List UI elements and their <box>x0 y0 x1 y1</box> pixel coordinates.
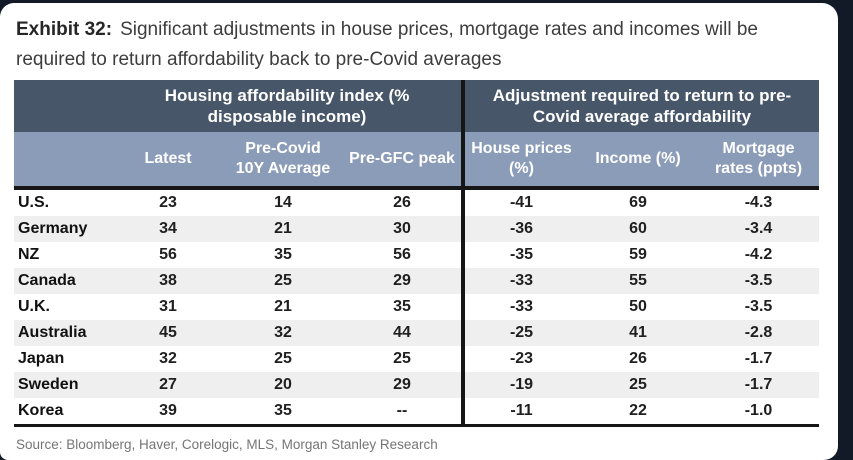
value-cell: 55 <box>629 272 647 289</box>
value-cell: 27 <box>159 376 177 393</box>
value-cell: -2.8 <box>744 324 773 341</box>
value-cell: 39 <box>159 402 177 419</box>
value-cell: 35 <box>274 246 292 263</box>
value-cell: -41 <box>461 188 578 216</box>
value-cell: 30 <box>393 220 411 237</box>
col-header-mortgage-rates: Mortgage rates (ppts) <box>698 132 820 190</box>
source-note: Source: Bloomberg, Haver, Corelogic, MLS… <box>16 437 438 452</box>
value-cell: 60 <box>629 220 647 237</box>
group-header-adjustment-required: Adjustment required to return to pre-Cov… <box>460 80 820 132</box>
value-cell: 26 <box>393 194 411 211</box>
value-cell: 35 <box>393 298 411 315</box>
value-cell: 21 <box>274 298 292 315</box>
value-cell: 14 <box>274 194 292 211</box>
value-cell: -11 <box>461 398 578 426</box>
value-cell: -4.3 <box>744 194 773 211</box>
table-row: Japan 32 25 25 -23 26 -1.7 <box>14 346 819 372</box>
value-cell: 35 <box>274 402 292 419</box>
value-cell: 69 <box>629 194 647 211</box>
value-cell: 29 <box>393 376 411 393</box>
value-cell: -3.5 <box>744 272 773 289</box>
value-cell: -4.2 <box>744 246 773 263</box>
table-row: Australia 45 32 44 -25 41 -2.8 <box>14 320 820 346</box>
value-cell: 23 <box>159 194 177 211</box>
value-cell: 32 <box>159 350 177 367</box>
table-row: U.S. 23 14 26 -41 69 -4.3 <box>14 188 819 216</box>
group-header-row: Housing affordability index (% disposabl… <box>14 80 820 132</box>
value-cell: 22 <box>629 402 647 419</box>
country-cell: U.S. <box>18 194 50 211</box>
value-cell: 29 <box>393 272 411 289</box>
country-cell: Sweden <box>18 376 79 393</box>
value-cell: 25 <box>393 350 411 367</box>
value-cell: 31 <box>159 298 177 315</box>
value-cell: -1.7 <box>744 350 773 367</box>
country-column-header <box>14 80 113 132</box>
value-cell: 26 <box>629 350 647 367</box>
col-header-income: Income (%) <box>578 132 698 190</box>
value-cell: 56 <box>393 246 411 263</box>
col-header-latest: Latest <box>113 132 223 190</box>
col-header-house-prices: House prices (%) <box>461 132 578 190</box>
value-cell: 20 <box>274 376 292 393</box>
table-row: Germany 34 21 30 -36 60 -3.4 <box>14 216 820 242</box>
value-cell: 21 <box>274 220 292 237</box>
table-row: U.K. 31 21 35 -33 50 -3.5 <box>14 294 819 320</box>
value-cell: 25 <box>629 376 647 393</box>
table-body: U.S. 23 14 26 -41 69 -4.3 Germany 34 21 30 -36 60 -3.… <box>14 188 820 426</box>
value-cell: 59 <box>629 246 647 263</box>
country-cell: Canada <box>18 272 76 289</box>
column-header-row: Latest Pre-Covid 10Y Average Pre-GFC pea… <box>14 132 820 190</box>
col-header-precovid-10y-average: Pre-Covid 10Y Average <box>223 132 343 190</box>
col-header-pregfc-peak: Pre-GFC peak <box>343 132 463 190</box>
value-cell: -33 <box>461 268 578 294</box>
exhibit-title-text: Significant adjustments in house prices,… <box>16 19 758 70</box>
table-row: NZ 56 35 56 -35 59 -4.2 <box>14 242 819 268</box>
table-header: Housing affordability index (% disposabl… <box>14 80 820 190</box>
value-cell: -35 <box>461 242 578 268</box>
exhibit-title: Exhibit 32: Significant adjustments in ho… <box>0 3 838 77</box>
value-cell: -3.4 <box>744 220 773 237</box>
value-cell: 25 <box>274 272 292 289</box>
exhibit-card: Exhibit 32: Significant adjustments in ho… <box>0 3 838 460</box>
country-cell: Germany <box>18 220 88 237</box>
value-cell: 41 <box>629 324 647 341</box>
value-cell: -- <box>396 402 408 419</box>
value-cell: 56 <box>159 246 177 263</box>
country-subheader-spacer <box>14 132 113 190</box>
value-cell: 25 <box>274 350 292 367</box>
value-cell: -3.5 <box>744 298 773 315</box>
value-cell: 32 <box>274 324 292 341</box>
value-cell: -1.0 <box>744 402 773 419</box>
value-cell: 45 <box>159 324 177 341</box>
country-cell: Korea <box>18 402 64 419</box>
country-cell: Japan <box>18 350 65 367</box>
country-cell: U.K. <box>18 298 50 315</box>
table-row: Canada 38 25 29 -33 55 -3.5 <box>14 268 820 294</box>
country-cell: Australia <box>18 324 87 341</box>
affordability-table: Housing affordability index (% disposabl… <box>14 80 820 427</box>
value-cell: -25 <box>461 320 578 346</box>
table-row: Korea 39 35 -- -11 22 -1.0 <box>14 398 819 426</box>
value-cell: -19 <box>461 372 578 398</box>
value-cell: -33 <box>461 294 578 320</box>
exhibit-number-label: Exhibit 32: <box>16 19 113 40</box>
value-cell: 44 <box>393 324 411 341</box>
value-cell: -1.7 <box>744 376 773 393</box>
country-cell: NZ <box>18 246 40 263</box>
value-cell: -23 <box>461 346 578 372</box>
value-cell: -36 <box>461 216 578 242</box>
value-cell: 50 <box>629 298 647 315</box>
table-row: Sweden 27 20 29 -19 25 -1.7 <box>14 372 820 398</box>
value-cell: 34 <box>159 220 177 237</box>
group-header-housing-affordability: Housing affordability index (% disposabl… <box>113 80 463 132</box>
value-cell: 38 <box>159 272 177 289</box>
